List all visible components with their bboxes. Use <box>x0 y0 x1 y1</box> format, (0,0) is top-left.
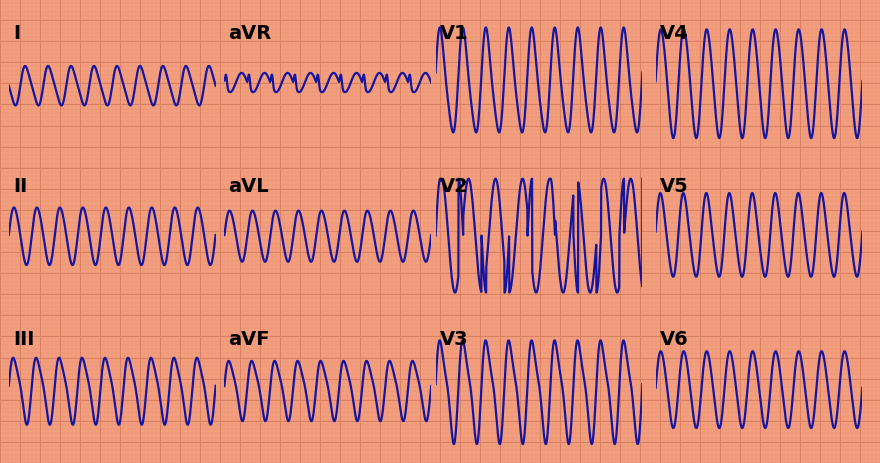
Text: aVF: aVF <box>229 329 270 348</box>
Text: aVL: aVL <box>229 176 269 195</box>
Text: V5: V5 <box>660 176 688 195</box>
Text: II: II <box>13 176 27 195</box>
Text: I: I <box>13 24 20 43</box>
Text: III: III <box>13 329 34 348</box>
Text: V4: V4 <box>660 24 688 43</box>
Text: aVR: aVR <box>229 24 272 43</box>
Text: V6: V6 <box>660 329 688 348</box>
Text: V1: V1 <box>440 24 468 43</box>
Text: V2: V2 <box>440 176 468 195</box>
Text: V3: V3 <box>440 329 468 348</box>
